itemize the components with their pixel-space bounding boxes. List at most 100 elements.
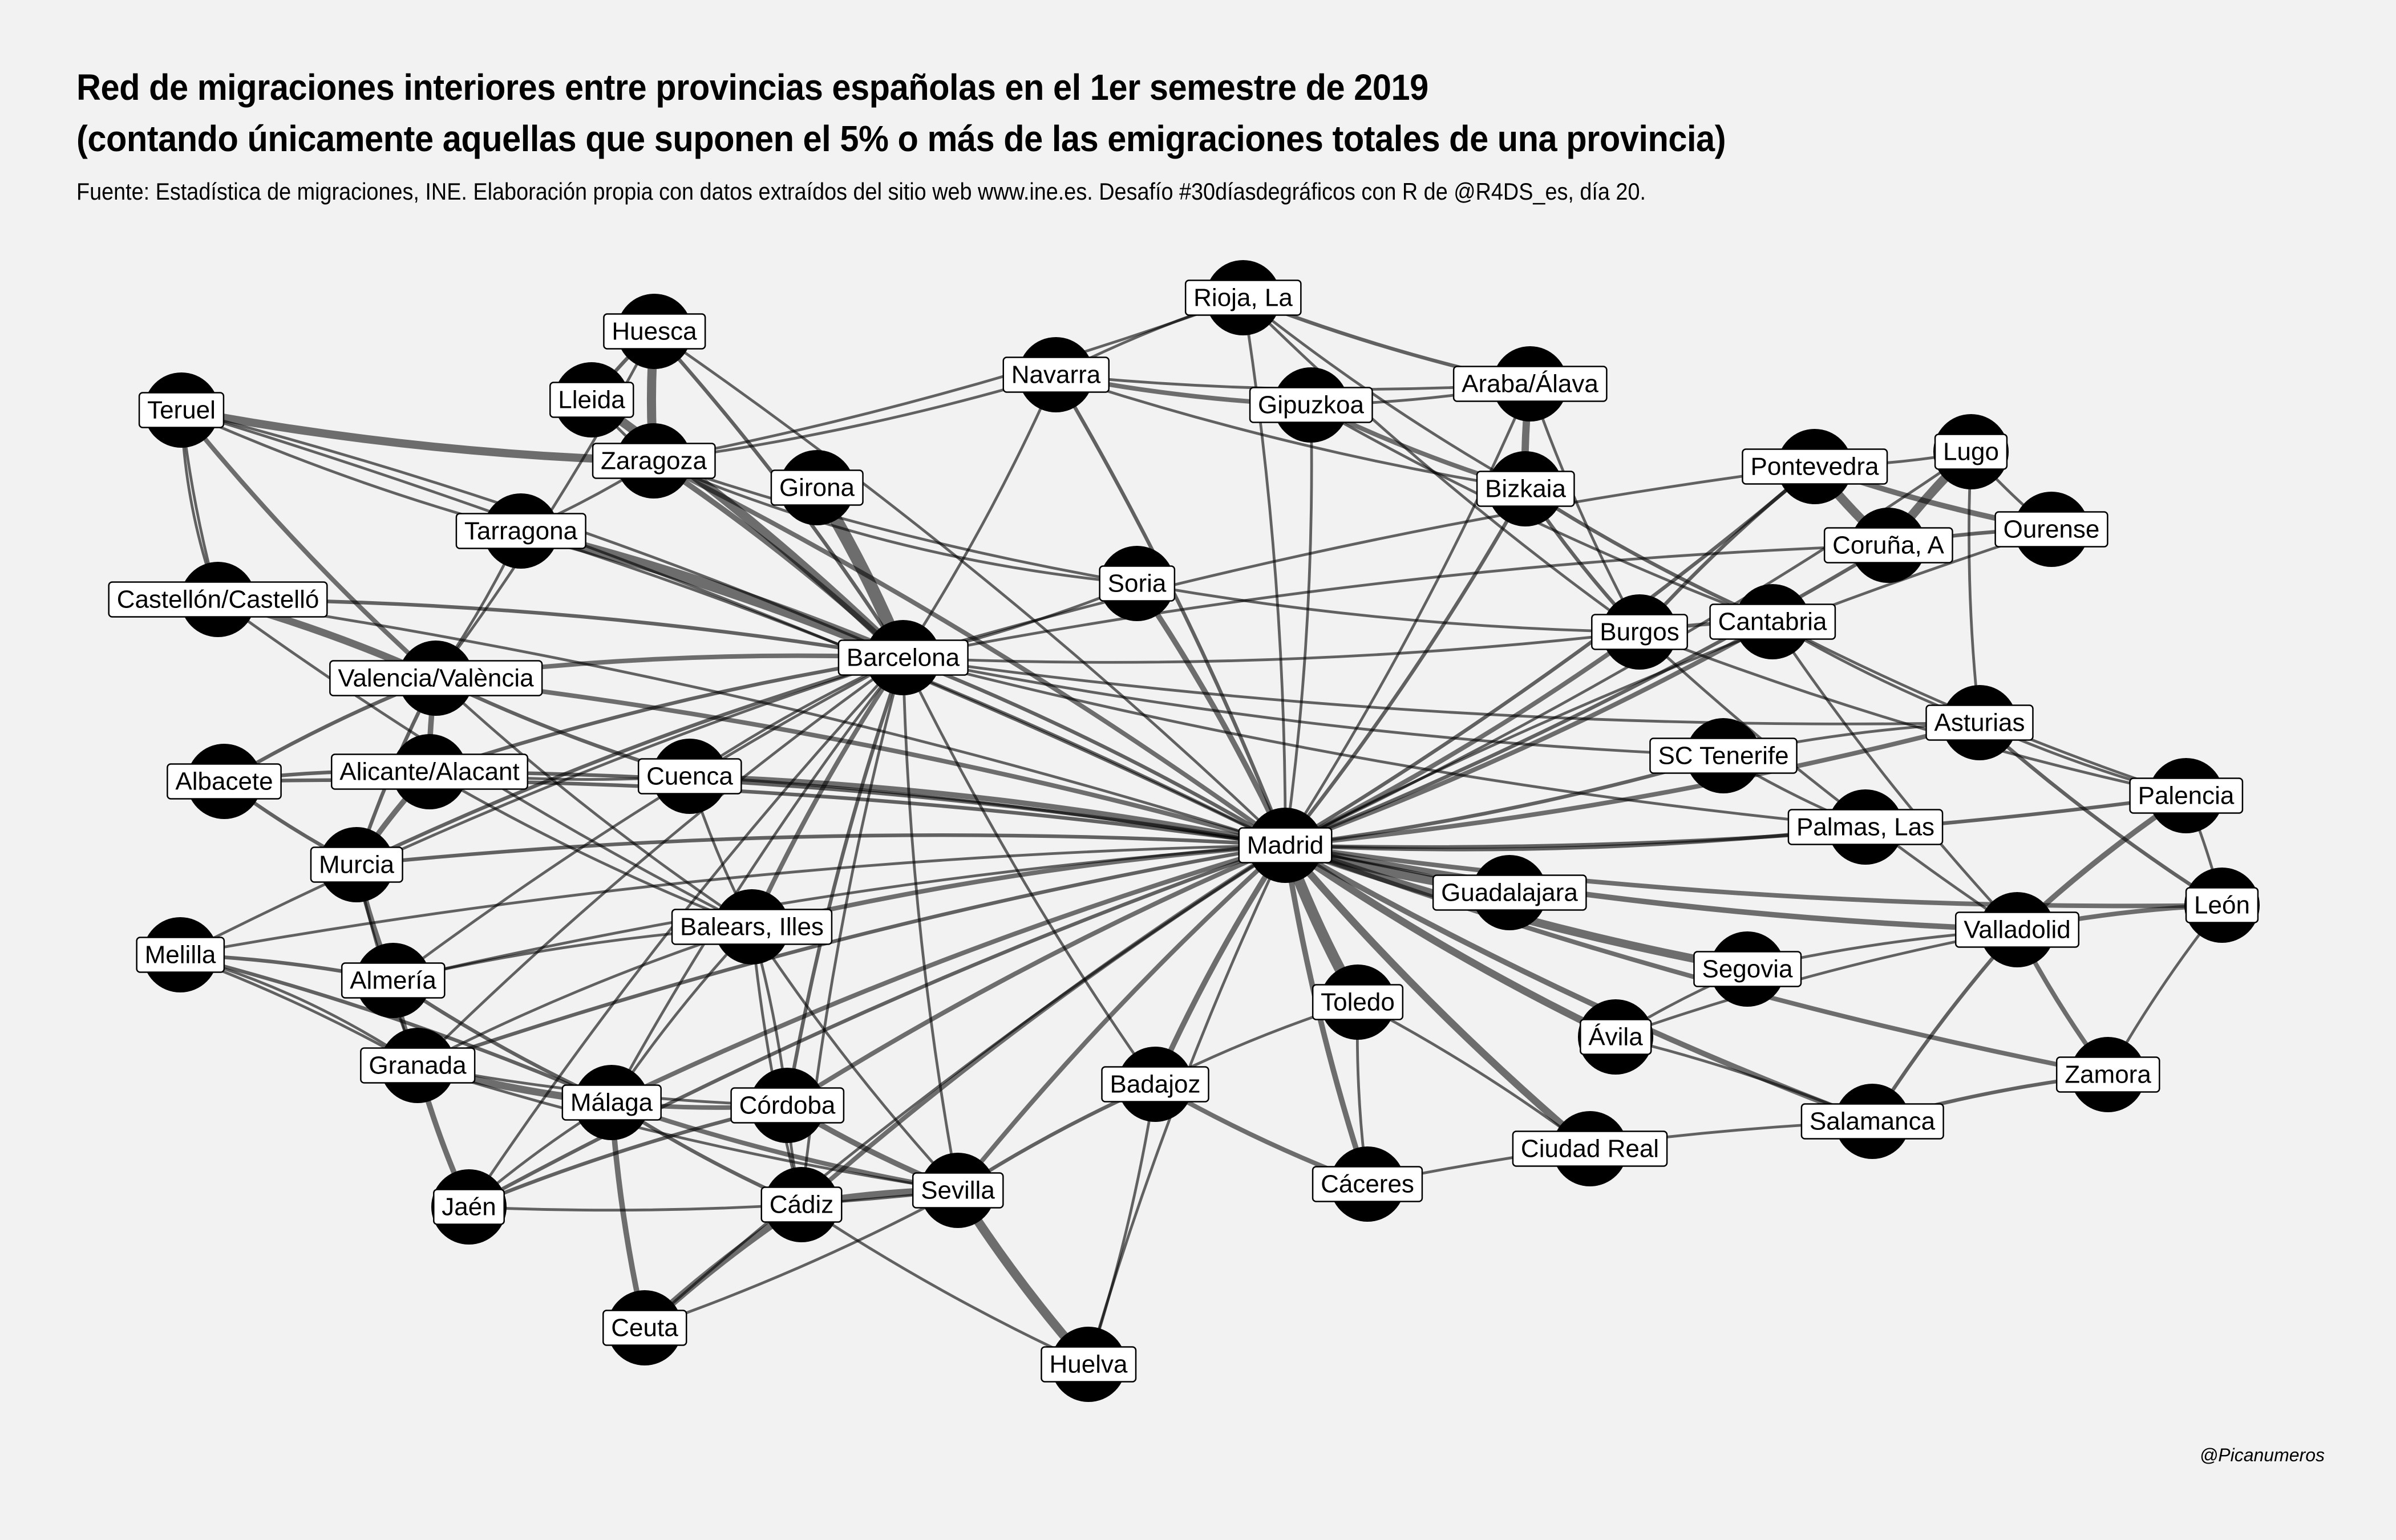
- node-label: Navarra: [1011, 361, 1101, 389]
- node-segovia: Segovia: [1693, 931, 1802, 1007]
- node-label-box: [1312, 1166, 1423, 1202]
- node-label: Gipuzkoa: [1258, 391, 1364, 419]
- node-label: Córdoba: [739, 1092, 836, 1120]
- node-label: Ceuta: [611, 1314, 678, 1342]
- node-girona: Girona: [770, 450, 864, 525]
- edge-madrid-granada: [415, 843, 1288, 1068]
- node-label-box: [1693, 951, 1802, 987]
- node-label: Sevilla: [921, 1177, 995, 1205]
- node-label: Lugo: [1943, 438, 1999, 466]
- node-label-box: [136, 937, 225, 973]
- node-label: Palmas, Las: [1796, 813, 1934, 841]
- node-label-box: [637, 758, 742, 795]
- edge-teruel-valencia-valencia: [179, 408, 438, 680]
- edge-cantabria-valladolid: [1771, 620, 2019, 931]
- node-label: Alicante/Alacant: [339, 758, 520, 786]
- node-almeria: Almería: [341, 943, 446, 1018]
- node-palmas-las: Palmas, Las: [1787, 789, 1944, 865]
- node-label: Asturias: [1934, 709, 2025, 737]
- node-label: Zaragoza: [601, 447, 707, 475]
- node-label-box: [1823, 527, 1953, 564]
- edge-madrid-asturias: [1283, 720, 1982, 848]
- node-label: Ciudad Real: [1521, 1135, 1659, 1163]
- edge-ourense-madrid: [1284, 528, 2053, 847]
- edge-madrid-zamora: [1283, 843, 2110, 1077]
- node-label-box: [1580, 1019, 1652, 1055]
- node-label-box: [2185, 887, 2259, 923]
- node-label-box: [760, 1186, 843, 1223]
- edge-balears-illes-sevilla: [750, 925, 960, 1192]
- node-label: Ávila: [1588, 1023, 1643, 1051]
- edge-barcelona-murcia: [354, 655, 905, 867]
- edge-barcelona-melilla: [179, 656, 905, 957]
- node-label-box: [360, 1047, 476, 1084]
- node-label: Guadalajara: [1441, 879, 1578, 907]
- edge-madrid-palencia: [1283, 793, 2188, 849]
- edge-madrid-leon: [1283, 843, 2224, 909]
- node-label-box: [1041, 1346, 1137, 1383]
- edge-madrid-pontevedra: [1283, 464, 1817, 848]
- node-granada: Granada: [360, 1028, 476, 1103]
- node-label-box: [1591, 614, 1688, 650]
- edge-barcelona-almeria: [391, 656, 905, 982]
- node-soria: Soria: [1099, 546, 1176, 621]
- edge-madrid-huesca: [653, 330, 1287, 847]
- node-label: Cantabria: [1718, 608, 1827, 636]
- edge-huelva-badajoz: [1087, 1083, 1157, 1366]
- node-caceres: Cáceres: [1312, 1146, 1423, 1222]
- node-label: Segovia: [1702, 955, 1793, 983]
- node-label-box: [1925, 704, 2034, 741]
- node-lugo: Lugo: [1933, 414, 2009, 489]
- node-label-box: [1101, 1066, 1209, 1103]
- node-label: Almería: [350, 967, 436, 995]
- edge-madrid-bizkaia: [1283, 487, 1528, 848]
- node-ciudad-real: Ciudad Real: [1512, 1111, 1668, 1186]
- node-cordoba: Córdoba: [730, 1068, 845, 1143]
- edge-madrid-araba-alava: [1284, 382, 1532, 847]
- node-label-box: [167, 763, 282, 800]
- node-label-box: [770, 469, 864, 506]
- node-valladolid: Valladolid: [1954, 892, 2080, 967]
- chart-title: Red de migraciones interiores entre prov…: [76, 62, 1726, 164]
- node-label-box: [329, 660, 543, 696]
- node-label-box: [1452, 366, 1608, 402]
- node-label: Badajoz: [1110, 1071, 1200, 1099]
- node-navarra: Navarra: [1002, 337, 1110, 412]
- node-label: Pontevedra: [1750, 453, 1879, 481]
- chart-subtitle: Fuente: Estadística de migraciones, INE.…: [76, 178, 1646, 205]
- node-label: Murcia: [319, 851, 395, 879]
- node-lleida: Lleida: [549, 362, 634, 437]
- node-label: Albacete: [175, 768, 273, 796]
- edge-soria-burgos: [1135, 582, 1641, 634]
- edge-zaragoza-soria: [652, 459, 1139, 585]
- node-coruna-a: Coruña, A: [1823, 508, 1953, 583]
- edge-madrid-malaga: [609, 843, 1288, 1105]
- edge-madrid-sevilla: [956, 843, 1288, 1193]
- node-malaga: Málaga: [561, 1065, 662, 1140]
- edge-navarra-bizkaia: [1054, 373, 1527, 491]
- edge-barcelona-granada: [416, 656, 905, 1067]
- edge-cadiz-huelva: [800, 1203, 1090, 1366]
- edge-barcelona-alicante-alacant: [427, 655, 905, 774]
- node-label-box: [310, 846, 403, 883]
- edge-rioja-la-bizkaia: [1241, 296, 1527, 491]
- node-araba-alava: Araba/Álava: [1452, 346, 1608, 422]
- node-label-box: [1476, 471, 1575, 507]
- node-burgos: Burgos: [1591, 594, 1688, 670]
- edge-barcelona-navarra: [901, 373, 1058, 659]
- node-jaen: Jaén: [431, 1169, 507, 1245]
- node-label-box: [1312, 984, 1404, 1020]
- edge-guadalajara-cuenca: [688, 775, 1511, 894]
- node-label: SC Tenerife: [1658, 742, 1788, 770]
- edge-ceuta-sevilla: [643, 1189, 960, 1330]
- node-label-box: [561, 1084, 662, 1121]
- edge-alicante-alacant-balears-illes: [428, 770, 754, 929]
- edge-burgos-palencia: [1638, 630, 2188, 797]
- node-bizkaia: Bizkaia: [1476, 451, 1575, 526]
- node-label-box: [108, 581, 328, 618]
- node-label-box: [603, 313, 706, 350]
- node-label: Teruel: [147, 396, 216, 424]
- edge-balears-illes-cadiz: [750, 925, 803, 1206]
- title-line-2: (contando únicamente aquellas que supone…: [76, 118, 1726, 159]
